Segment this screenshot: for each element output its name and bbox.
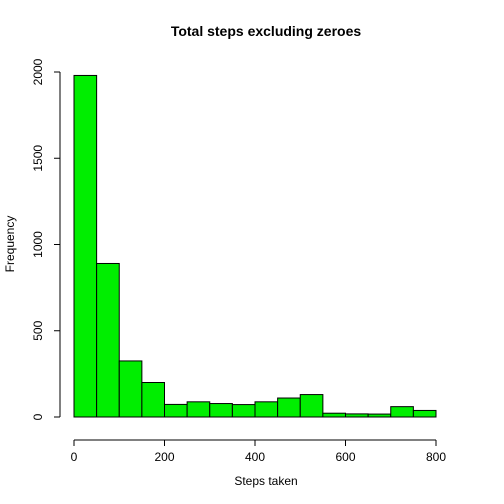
histogram-bar [118, 360, 143, 418]
x-tick-label: 800 [426, 450, 446, 464]
histogram-bar [277, 397, 301, 418]
y-tick-label: 1500 [31, 145, 45, 172]
histogram-bar [231, 404, 256, 418]
y-axis-label: Frequency [3, 216, 17, 273]
histogram-bar [299, 394, 324, 418]
histogram-bar [322, 412, 346, 418]
histogram-bar [345, 413, 369, 418]
chart-title: Total steps excluding zeroes [171, 23, 362, 39]
x-tick-label: 200 [154, 450, 174, 464]
histogram-bar [367, 413, 392, 418]
histogram-bar [209, 403, 233, 418]
histogram-bar [186, 401, 211, 418]
histogram-bar [164, 403, 188, 418]
x-tick-label: 600 [335, 450, 355, 464]
histogram-bar [73, 74, 98, 418]
x-axis: 0 200 400 600 800 [71, 439, 446, 464]
x-axis-label: Steps taken [234, 474, 297, 488]
x-tick-label: 400 [245, 450, 265, 464]
bars-group [73, 74, 437, 418]
y-tick-label: 1000 [31, 231, 45, 258]
y-tick-label: 2000 [31, 58, 45, 85]
y-axis: 0 500 1000 1500 2000 [31, 58, 61, 420]
x-tick-label: 0 [71, 450, 78, 464]
y-tick-label: 500 [31, 320, 45, 340]
histogram-bar [254, 401, 279, 418]
histogram-bar [96, 262, 120, 418]
histogram-bar [390, 406, 414, 418]
histogram-bar [412, 409, 437, 418]
histogram-bar [141, 382, 165, 418]
y-tick-label: 0 [31, 413, 45, 420]
